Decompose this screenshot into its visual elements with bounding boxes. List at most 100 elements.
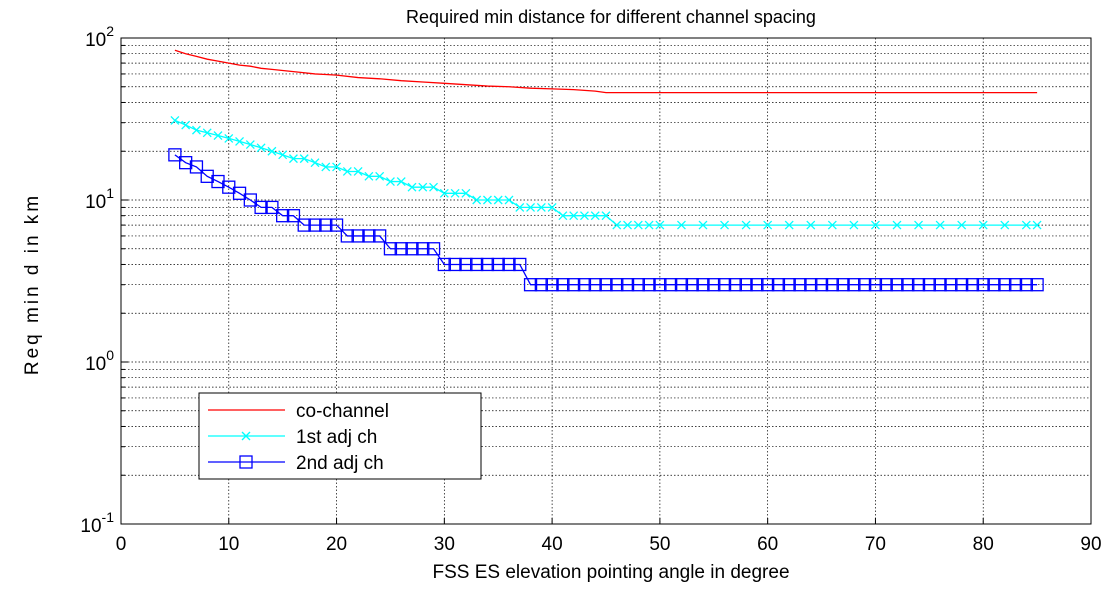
square-marker	[901, 278, 915, 292]
y-tick-exponent: -1	[102, 509, 115, 525]
square-marker	[890, 278, 904, 292]
x-marker	[676, 220, 686, 230]
x-marker	[590, 211, 600, 221]
x-tick-label: 80	[973, 534, 994, 555]
square-marker	[502, 257, 516, 272]
x-marker	[536, 202, 546, 212]
y-tick-base: 10	[85, 192, 106, 213]
y-tick-label: 102	[85, 23, 114, 51]
square-marker	[868, 278, 883, 292]
square-marker	[200, 169, 214, 183]
legend: co-channel 1st adj ch 2nd adj ch	[198, 392, 482, 480]
x-marker	[321, 162, 331, 172]
square-marker	[750, 278, 764, 292]
plot-frame	[120, 37, 1092, 525]
square-marker	[707, 278, 721, 292]
x-marker	[612, 220, 622, 230]
x-marker	[482, 195, 492, 205]
x-tick-label: 30	[434, 534, 455, 555]
square-marker	[297, 218, 311, 232]
square-marker	[674, 278, 689, 292]
square-marker	[362, 229, 376, 243]
legend-label: 2nd adj ch	[296, 453, 384, 474]
y-tick-base: 10	[80, 516, 101, 537]
square-marker	[383, 242, 398, 256]
x-axis-title: FSS ES elevation pointing angle in degre…	[432, 562, 789, 583]
x-marker	[256, 143, 266, 153]
y-tick-label: 100	[85, 347, 114, 375]
square-marker	[567, 278, 581, 292]
chart-title: Required min distance for different chan…	[406, 7, 816, 27]
square-marker	[804, 278, 818, 292]
square-marker	[858, 278, 872, 292]
x-marker	[741, 220, 751, 230]
square-marker	[717, 278, 732, 292]
series-layer	[168, 49, 1044, 292]
series-line	[174, 119, 1038, 226]
square-marker	[340, 229, 354, 243]
x-marker	[241, 431, 251, 441]
square-marker	[987, 278, 1001, 292]
x-marker	[914, 220, 924, 230]
x-marker	[235, 136, 245, 146]
x-marker	[450, 188, 460, 198]
legend-label: 1st adj ch	[296, 427, 377, 448]
square-marker	[588, 278, 602, 292]
square-marker	[620, 278, 635, 292]
x-marker	[655, 220, 665, 230]
x-marker	[569, 211, 579, 221]
square-marker	[416, 242, 430, 256]
square-marker	[351, 229, 365, 243]
x-marker	[472, 195, 482, 205]
x-marker	[827, 220, 837, 230]
square-marker	[653, 278, 667, 292]
square-marker	[685, 278, 699, 292]
square-marker	[480, 257, 495, 272]
legend-item: 2nd adj ch	[208, 453, 384, 474]
x-marker	[332, 162, 342, 172]
series-line	[174, 49, 1038, 94]
square-marker	[771, 278, 786, 292]
square-marker	[965, 278, 980, 292]
x-marker	[526, 202, 536, 212]
x-marker	[1021, 220, 1031, 230]
square-marker	[179, 156, 193, 170]
square-marker	[664, 278, 678, 292]
x-tick-label: 0	[116, 534, 127, 555]
x-marker	[1032, 220, 1042, 230]
square-marker	[739, 278, 753, 292]
square-marker	[513, 257, 527, 272]
x-marker	[267, 146, 277, 156]
x-tick-label: 10	[218, 534, 239, 555]
square-marker	[254, 200, 268, 215]
square-marker	[405, 242, 419, 256]
y-tick-base: 10	[85, 30, 106, 51]
x-marker	[579, 211, 589, 221]
x-marker	[364, 171, 374, 181]
x-marker	[892, 220, 902, 230]
x-marker	[245, 140, 255, 149]
x-marker	[170, 115, 180, 125]
x-marker	[547, 202, 557, 212]
x-marker	[288, 154, 298, 164]
x-tick-label: 60	[757, 534, 778, 555]
square-marker	[976, 278, 990, 292]
square-marker	[642, 278, 656, 292]
square-marker	[728, 278, 742, 292]
x-marker	[870, 220, 880, 230]
x-marker	[978, 220, 988, 230]
x-marker	[385, 177, 395, 187]
square-marker	[394, 242, 408, 256]
square-marker	[631, 278, 645, 292]
x-tick-label: 90	[1080, 534, 1101, 555]
x-marker	[504, 195, 514, 205]
x-marker	[429, 182, 439, 192]
x-marker	[763, 220, 773, 230]
legend-item: 1st adj ch	[208, 427, 377, 448]
y-axis-title: Req min d in km	[22, 193, 43, 375]
y-tick-exponent: 0	[106, 347, 114, 363]
square-marker	[577, 278, 592, 292]
square-marker	[329, 218, 344, 232]
square-marker	[491, 257, 505, 272]
x-marker	[644, 220, 654, 230]
